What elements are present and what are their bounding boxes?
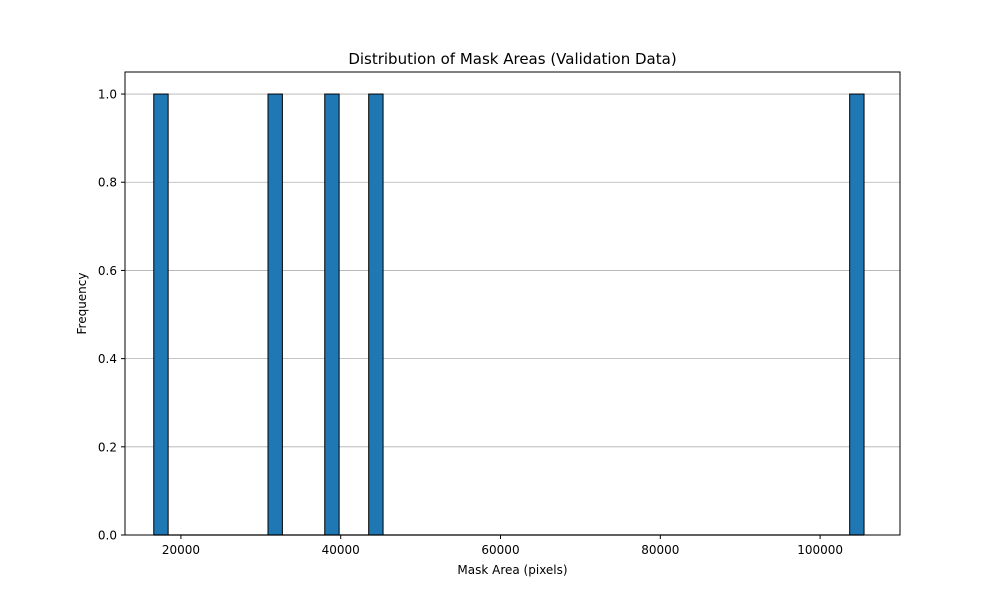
- y-axis-ticks: 0.0 0.2 0.4 0.6 0.8 1.0: [98, 88, 125, 543]
- y-tick-label: 1.0: [98, 88, 117, 102]
- histogram-bars: [153, 93, 865, 536]
- histogram-bar: [849, 93, 865, 536]
- histogram-bar: [368, 93, 384, 536]
- y-gridlines: [125, 93, 900, 536]
- x-axis-label: Mask Area (pixels): [457, 563, 567, 577]
- plot-area-frame: [124, 71, 901, 536]
- x-tick-label: 100000: [797, 543, 843, 557]
- y-tick-label: 0.2: [98, 440, 117, 454]
- histogram-bar: [153, 93, 169, 536]
- x-tick-label: 80000: [641, 543, 679, 557]
- x-tick-label: 60000: [481, 543, 519, 557]
- chart-title: Distribution of Mask Areas (Validation D…: [348, 50, 676, 68]
- histogram-bar: [267, 93, 283, 536]
- y-tick-label: 0.0: [98, 529, 117, 543]
- y-tick-label: 0.8: [98, 176, 117, 190]
- x-tick-label: 20000: [162, 543, 200, 557]
- x-axis-ticks: 20000 40000 60000 80000 100000: [162, 535, 843, 557]
- y-tick-label: 0.4: [98, 352, 117, 366]
- x-tick-label: 40000: [322, 543, 360, 557]
- y-tick-label: 0.6: [98, 264, 117, 278]
- histogram-bar: [324, 93, 340, 536]
- y-axis-label: Frequency: [75, 273, 89, 335]
